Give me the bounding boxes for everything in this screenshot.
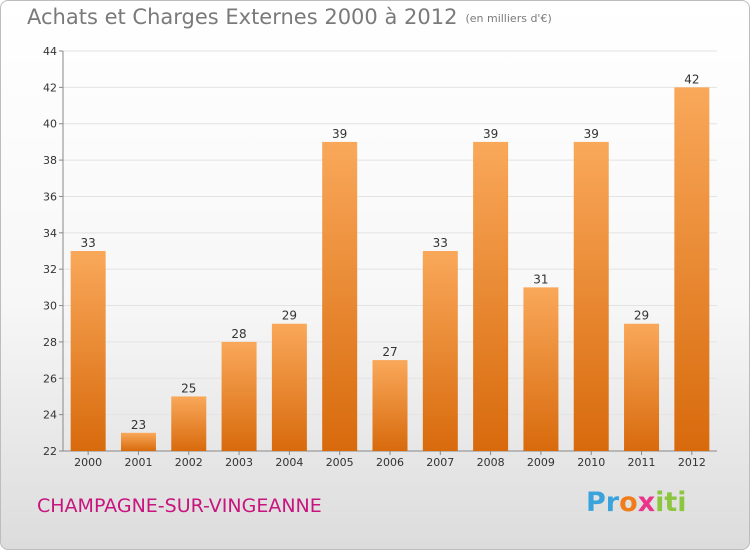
y-tick-label: 24	[43, 409, 57, 422]
chart-title-text: Achats et Charges Externes 2000 à 2012	[27, 5, 458, 29]
y-tick-label: 38	[43, 154, 57, 167]
y-tick-label: 36	[43, 190, 57, 203]
logo-letter: r	[605, 487, 620, 518]
data-label: 28	[231, 327, 246, 341]
y-tick-label: 42	[43, 81, 57, 94]
x-tick-label: 2006	[376, 456, 404, 469]
proxiti-logo: Proxiti	[586, 487, 687, 518]
y-tick-label: 32	[43, 263, 57, 276]
bar-2007	[422, 251, 458, 451]
bar-2006	[372, 360, 408, 451]
data-label: 33	[433, 236, 448, 250]
data-label: 25	[181, 381, 196, 395]
bar-2011	[624, 323, 660, 451]
x-tick-label: 2003	[225, 456, 253, 469]
x-tick-label: 2004	[275, 456, 303, 469]
bar-2012	[674, 87, 710, 451]
logo-letter: i	[655, 487, 665, 518]
logo-letter: P	[586, 487, 606, 518]
data-labels: 33 23 25 28 29 39 27 33 39 31 39 29 42	[81, 72, 700, 431]
bar-2010	[573, 141, 609, 451]
data-label: 31	[533, 272, 548, 286]
x-tick-label: 2008	[477, 456, 505, 469]
x-tick-label: 2011	[628, 456, 656, 469]
logo-letter: t	[664, 487, 678, 518]
x-tick-label: 2000	[74, 456, 102, 469]
bar-2004	[271, 323, 307, 451]
chart-subtitle: (en milliers d'€)	[465, 12, 552, 25]
data-label: 27	[382, 345, 397, 359]
data-label: 39	[332, 127, 347, 141]
x-tick-label: 2012	[678, 456, 706, 469]
bar-2003	[221, 341, 257, 451]
bar-2009	[523, 287, 559, 451]
data-label: 29	[282, 309, 297, 323]
logo-letter: o	[619, 487, 638, 518]
y-tick-label: 26	[43, 372, 57, 385]
bar-2001	[120, 432, 156, 451]
x-tick-label: 2005	[326, 456, 354, 469]
y-tick-label: 28	[43, 336, 57, 349]
data-label: 39	[483, 127, 498, 141]
data-label: 33	[81, 236, 96, 250]
data-label: 23	[131, 418, 146, 432]
x-tick-label: 2007	[426, 456, 454, 469]
bar-2008	[473, 141, 509, 451]
x-tick-label: 2010	[577, 456, 605, 469]
y-tick-label: 30	[43, 300, 57, 313]
data-label: 39	[584, 127, 599, 141]
bar-2002	[171, 396, 207, 451]
x-tick-label: 2002	[175, 456, 203, 469]
bar-2000	[70, 251, 106, 451]
y-tick-label: 34	[43, 227, 57, 240]
logo-letter: i	[677, 487, 687, 518]
logo-letter: x	[637, 487, 656, 518]
bars	[70, 87, 710, 451]
commune-name: CHAMPAGNE-SUR-VINGEANNE	[37, 495, 322, 517]
x-tick-label: 2009	[527, 456, 555, 469]
x-tick-label: 2001	[124, 456, 152, 469]
y-tick-label: 22	[43, 445, 57, 458]
data-label: 42	[684, 72, 699, 86]
y-tick-label: 44	[43, 45, 57, 58]
bar-2005	[322, 141, 358, 451]
data-label: 29	[634, 309, 649, 323]
y-tick-label: 40	[43, 118, 57, 131]
chart-title: Achats et Charges Externes 2000 à 2012 (e…	[27, 5, 552, 29]
